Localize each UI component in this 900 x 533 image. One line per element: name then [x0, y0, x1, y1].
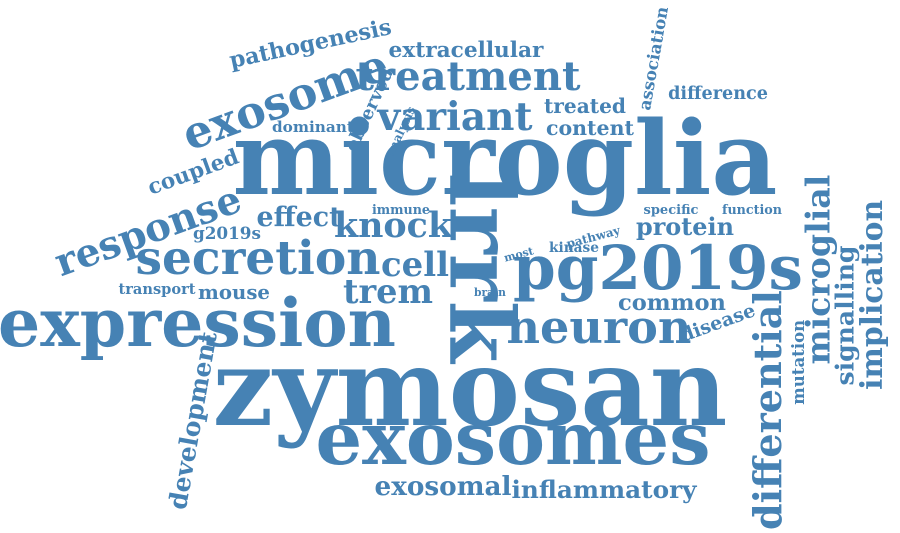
word-differential: differential: [744, 289, 790, 530]
word-association: association: [633, 4, 672, 112]
word-effect: effect: [256, 201, 342, 233]
word-common: common: [618, 289, 726, 316]
word-kinase: kinase: [549, 240, 599, 257]
word-expression: expression: [0, 283, 396, 362]
word-variant: variant: [377, 93, 533, 140]
word-cell: cell: [381, 244, 449, 284]
word-function: function: [722, 201, 782, 217]
word-mutation: mutation: [787, 319, 808, 405]
word-specific: specific: [643, 202, 699, 218]
word-transport: transport: [118, 280, 196, 298]
word-content: content: [546, 115, 634, 140]
word-protein: protein: [636, 213, 734, 241]
word-exosomes: exosomes: [315, 396, 711, 483]
word-microglia: microglia: [232, 99, 778, 219]
word-inflammatory: inflammatory: [511, 474, 697, 504]
word-extracellular: extracellular: [388, 38, 544, 64]
word-difference: difference: [668, 83, 768, 105]
word-treatment: treatment: [355, 53, 581, 100]
word-secretion: secretion: [135, 230, 381, 286]
word-trem: trem: [343, 272, 433, 312]
word-signalling: signalling: [829, 245, 860, 386]
word-zymosan: zymosan: [212, 325, 728, 451]
word-neuron: neuron: [506, 299, 692, 354]
word-immune: immune: [372, 201, 430, 217]
word-pg2019s: pg2019s: [513, 233, 803, 305]
word-exosomal: exosomal: [374, 470, 512, 502]
word-implication: implication: [855, 199, 891, 390]
word-brain: brain: [474, 285, 506, 299]
word-treated: treated: [544, 93, 626, 118]
word-mouse: mouse: [198, 280, 270, 305]
word-g2019s: g2019s: [193, 222, 261, 243]
word-knock: knock: [334, 204, 452, 246]
word-dominant: dominant: [272, 118, 354, 137]
